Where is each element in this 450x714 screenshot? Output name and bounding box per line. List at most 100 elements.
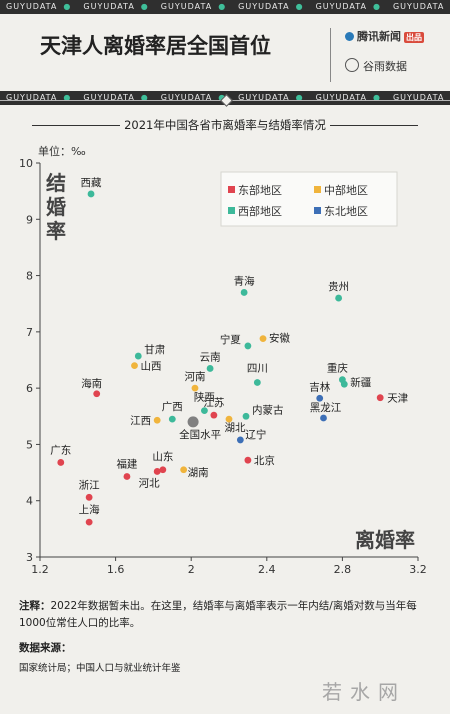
footnote: 注释：2022年数据暂未出。在这里，结婚率与离婚率表示一年内结/离婚对数与当年每… <box>19 598 439 632</box>
x-tick-label: 2.4 <box>258 563 276 576</box>
data-point <box>123 473 131 480</box>
x-tick-label: 2 <box>188 563 195 576</box>
data-label: 湖北 <box>225 422 246 434</box>
data-label: 四川 <box>247 363 268 375</box>
data-label: 广西 <box>162 401 183 413</box>
legend-swatch-central <box>314 186 321 193</box>
band-text: GUYUDATA <box>392 2 445 11</box>
legend-swatch-northeast <box>314 207 321 214</box>
data-point <box>335 294 343 302</box>
data-point <box>187 416 199 428</box>
band-text: GUYUDATA <box>315 93 367 102</box>
data-point <box>87 190 95 198</box>
data-point <box>201 407 208 415</box>
data-point <box>168 415 176 423</box>
brand-band-top: GUYUDATA ● GUYUDATA ● GUYUDATA ● GUYUDATA ● GUYU… <box>0 0 450 14</box>
tencent-logo-text: 腾讯新闻 <box>357 30 401 43</box>
tencent-logo-tag: 出品 <box>404 32 424 43</box>
y-tick-label: 8 <box>26 270 33 283</box>
watermark: 若水网 <box>322 680 406 704</box>
band-text: GUYUDATA <box>160 93 213 102</box>
y-tick-label: 7 <box>26 326 33 339</box>
data-point <box>180 466 188 474</box>
x-tick-label: 3.2 <box>409 563 427 576</box>
data-label: 甘肃 <box>144 343 165 356</box>
guyu-logo-text: 谷雨数据 <box>363 60 407 73</box>
band-text: GUYUDATA <box>238 93 290 102</box>
data-point <box>93 390 101 398</box>
data-label: 海南 <box>81 377 102 390</box>
data-label: 广东 <box>50 443 71 456</box>
y-axis-label: 婚 <box>46 195 66 219</box>
data-label: 陕西 <box>194 391 215 404</box>
footnote-text: 2022年数据暂未出。在这里，结婚率与离婚率表示一年内结/离婚对数与当年每100… <box>19 600 417 629</box>
data-label: 重庆 <box>327 362 348 375</box>
data-point <box>225 415 233 423</box>
legend-swatch-west <box>228 207 235 214</box>
data-label: 安徽 <box>269 332 290 345</box>
data-label: 新疆 <box>350 376 371 389</box>
data-label: 西藏 <box>81 177 102 189</box>
source-title: 数据来源： <box>19 642 72 654</box>
data-label: 黑龙江 <box>310 401 342 414</box>
data-label: 宁夏 <box>220 333 241 346</box>
x-tick-label: 1.6 <box>107 563 125 576</box>
unit-label: 单位：‰ <box>38 144 86 158</box>
data-point <box>240 289 248 296</box>
chart-title-text: 2021年中国各省市离婚率与结婚率情况 <box>120 118 330 132</box>
data-label: 湖南 <box>188 466 209 479</box>
band-text: GUYUDATA <box>83 2 135 11</box>
data-label: 浙江 <box>79 479 100 491</box>
data-point <box>259 335 267 343</box>
tencent-logo-icon <box>345 32 354 41</box>
data-label: 江苏 <box>203 396 224 409</box>
y-tick-label: 4 <box>26 495 33 508</box>
x-axis-label: 离婚率 <box>355 528 415 552</box>
y-axis-label: 率 <box>46 219 66 243</box>
y-tick-label: 9 <box>26 213 33 226</box>
data-point <box>210 411 218 419</box>
guyu-leaf-icon <box>345 58 359 72</box>
data-point <box>159 466 167 474</box>
data-label: 福建 <box>116 458 137 471</box>
data-point <box>85 518 93 526</box>
data-label: 北京 <box>254 454 275 467</box>
band-text: GUYUDATA <box>238 2 290 11</box>
data-label: 天津 <box>387 393 408 405</box>
legend-swatch-east <box>228 186 235 193</box>
legend-label-central: 中部地区 <box>324 183 368 197</box>
data-point <box>153 416 161 424</box>
y-tick-label: 3 <box>26 551 33 564</box>
data-label: 山东 <box>152 450 173 463</box>
data-label: 江西 <box>130 415 151 427</box>
y-tick-label: 10 <box>19 157 33 170</box>
y-tick-label: 5 <box>26 438 33 451</box>
x-tick-label: 1.2 <box>31 563 49 576</box>
data-label: 内蒙古 <box>252 403 284 416</box>
data-point <box>316 394 324 402</box>
header <box>0 14 450 91</box>
data-label: 吉林 <box>309 380 330 393</box>
data-point <box>244 456 252 464</box>
data-point <box>242 412 250 420</box>
footnote-label: 注释： <box>19 600 51 612</box>
y-tick-label: 6 <box>26 382 33 395</box>
x-tick-label: 2.8 <box>334 563 352 576</box>
data-label: 青海 <box>234 274 255 287</box>
data-point <box>320 414 327 422</box>
y-axis-label: 结 <box>46 171 66 195</box>
data-point <box>134 352 142 360</box>
header-divider <box>330 28 331 82</box>
data-point <box>153 468 161 475</box>
data-label: 上海 <box>79 503 100 516</box>
source-text: 国家统计局；中国人口与就业统计年鉴 <box>19 663 181 674</box>
band-text: GUYUDATA <box>6 2 58 11</box>
data-point <box>244 342 252 350</box>
data-point <box>131 362 138 370</box>
data-point <box>236 436 244 444</box>
data-point <box>376 394 384 402</box>
data-label: 全国水平 <box>179 428 221 441</box>
data-point <box>340 380 348 388</box>
chart-title: 2021年中国各省市离婚率与结婚率情况 <box>0 117 450 133</box>
